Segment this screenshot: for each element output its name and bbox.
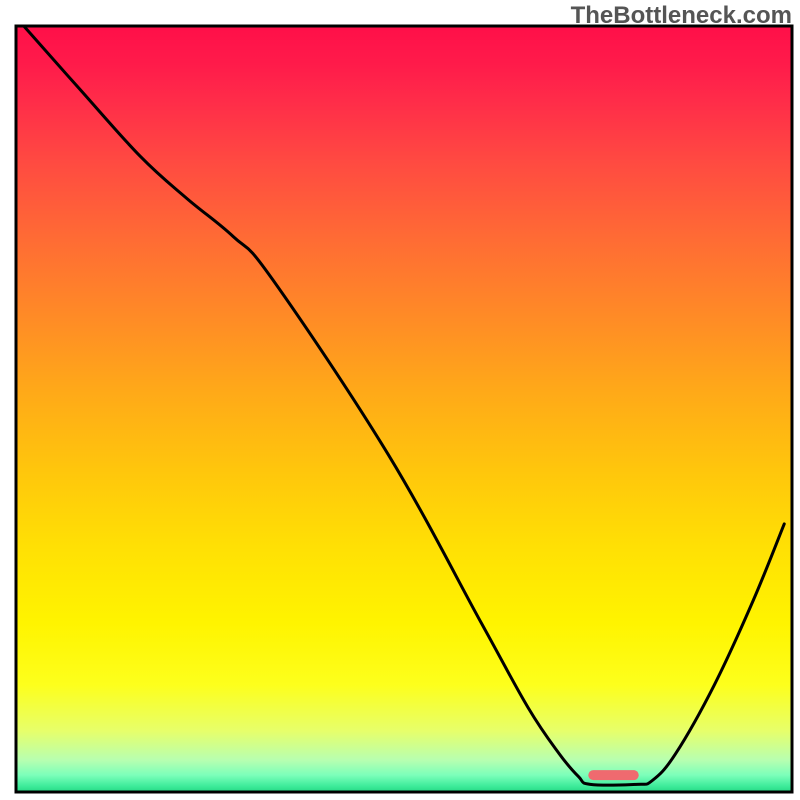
optimal-segment-marker [588, 770, 638, 780]
chart-background [16, 26, 792, 792]
bottleneck-chart: TheBottleneck.com [0, 0, 800, 800]
chart-svg [0, 0, 800, 800]
site-watermark: TheBottleneck.com [571, 2, 792, 30]
